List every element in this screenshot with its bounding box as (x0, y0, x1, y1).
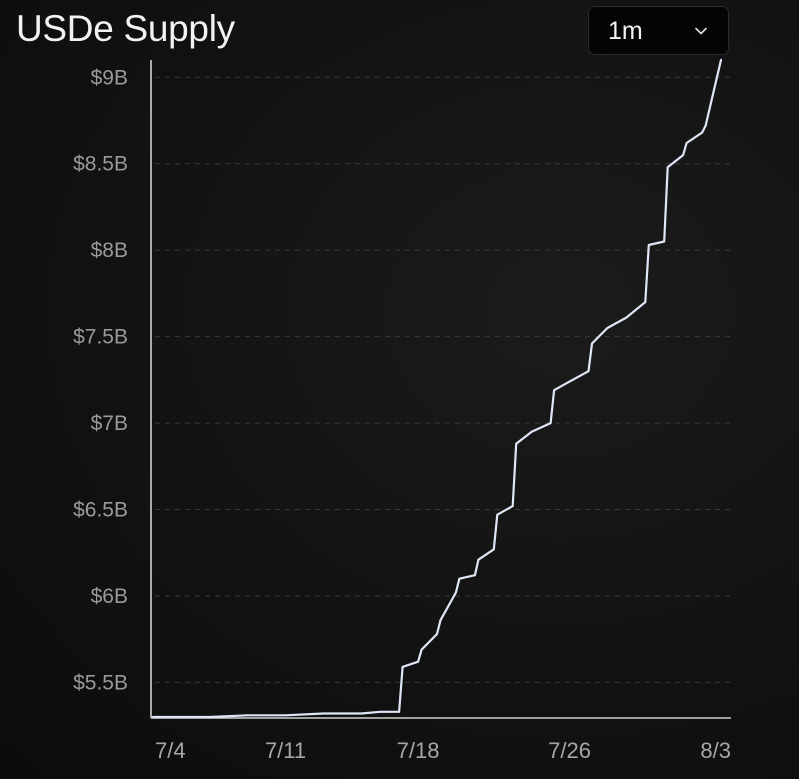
supply-data-point (458, 577, 461, 580)
supply-data-point (284, 714, 287, 717)
supply-data-point (152, 716, 154, 718)
supply-data-point (360, 712, 363, 715)
y-tick-label: $7.5B (73, 326, 128, 349)
x-tick-label: 8/3 (700, 738, 731, 763)
supply-data-point (189, 716, 192, 718)
supply-data-point (477, 558, 480, 561)
supply-data-point (436, 633, 438, 635)
supply-data-point (208, 716, 211, 718)
supply-data-point (439, 619, 442, 622)
y-tick-label: $6B (91, 585, 128, 608)
supply-data-point (401, 665, 404, 668)
supply-data-point (398, 710, 401, 713)
supply-data-point (473, 574, 476, 577)
supply-data-point (625, 316, 628, 319)
supply-data-point (417, 660, 419, 663)
time-range-select[interactable]: 1m (588, 6, 729, 55)
supply-data-point (455, 591, 457, 594)
supply-data-point (587, 370, 590, 373)
supply-data-point (322, 712, 325, 715)
supply-data-point (553, 389, 555, 392)
supply-data-point (666, 166, 669, 169)
supply-data-point (606, 327, 609, 329)
chevron-down-icon (695, 27, 707, 35)
y-tick-label: $9B (91, 66, 128, 89)
time-range-value: 1m (608, 17, 643, 45)
y-tick-label: $8.5B (73, 153, 128, 176)
y-tick-label: $5.5B (73, 671, 128, 694)
supply-data-point (720, 59, 722, 61)
y-tick-label: $8B (91, 239, 128, 262)
supply-series-line (151, 58, 723, 719)
y-tick-label: $7B (91, 412, 128, 435)
supply-data-point (647, 244, 650, 246)
supply-data-point (701, 131, 703, 134)
supply-data-point (591, 342, 593, 345)
supply-data-point (420, 648, 423, 651)
supply-data-point (530, 430, 533, 433)
supply-data-point (379, 710, 382, 713)
supply-data-point (515, 442, 518, 445)
supply-data-point (492, 548, 495, 551)
supply-data-point (511, 505, 514, 507)
supply-data-point (246, 714, 249, 717)
supply-data-point (496, 513, 499, 516)
supply-data-point (663, 240, 666, 243)
x-tick-label: 7/26 (548, 738, 591, 763)
supply-data-point (685, 142, 688, 144)
supply-data-point (568, 380, 571, 383)
x-tick-label: 7/4 (155, 738, 186, 763)
x-tick-label: 7/18 (397, 738, 440, 763)
chart-title: USDe Supply (16, 8, 235, 49)
supply-data-point (644, 301, 647, 303)
supply-data-point (549, 422, 552, 424)
y-tick-label: $6.5B (73, 499, 128, 522)
x-tick-label: 7/11 (265, 738, 306, 763)
supply-data-point (704, 124, 707, 127)
supply-data-point (682, 154, 685, 156)
